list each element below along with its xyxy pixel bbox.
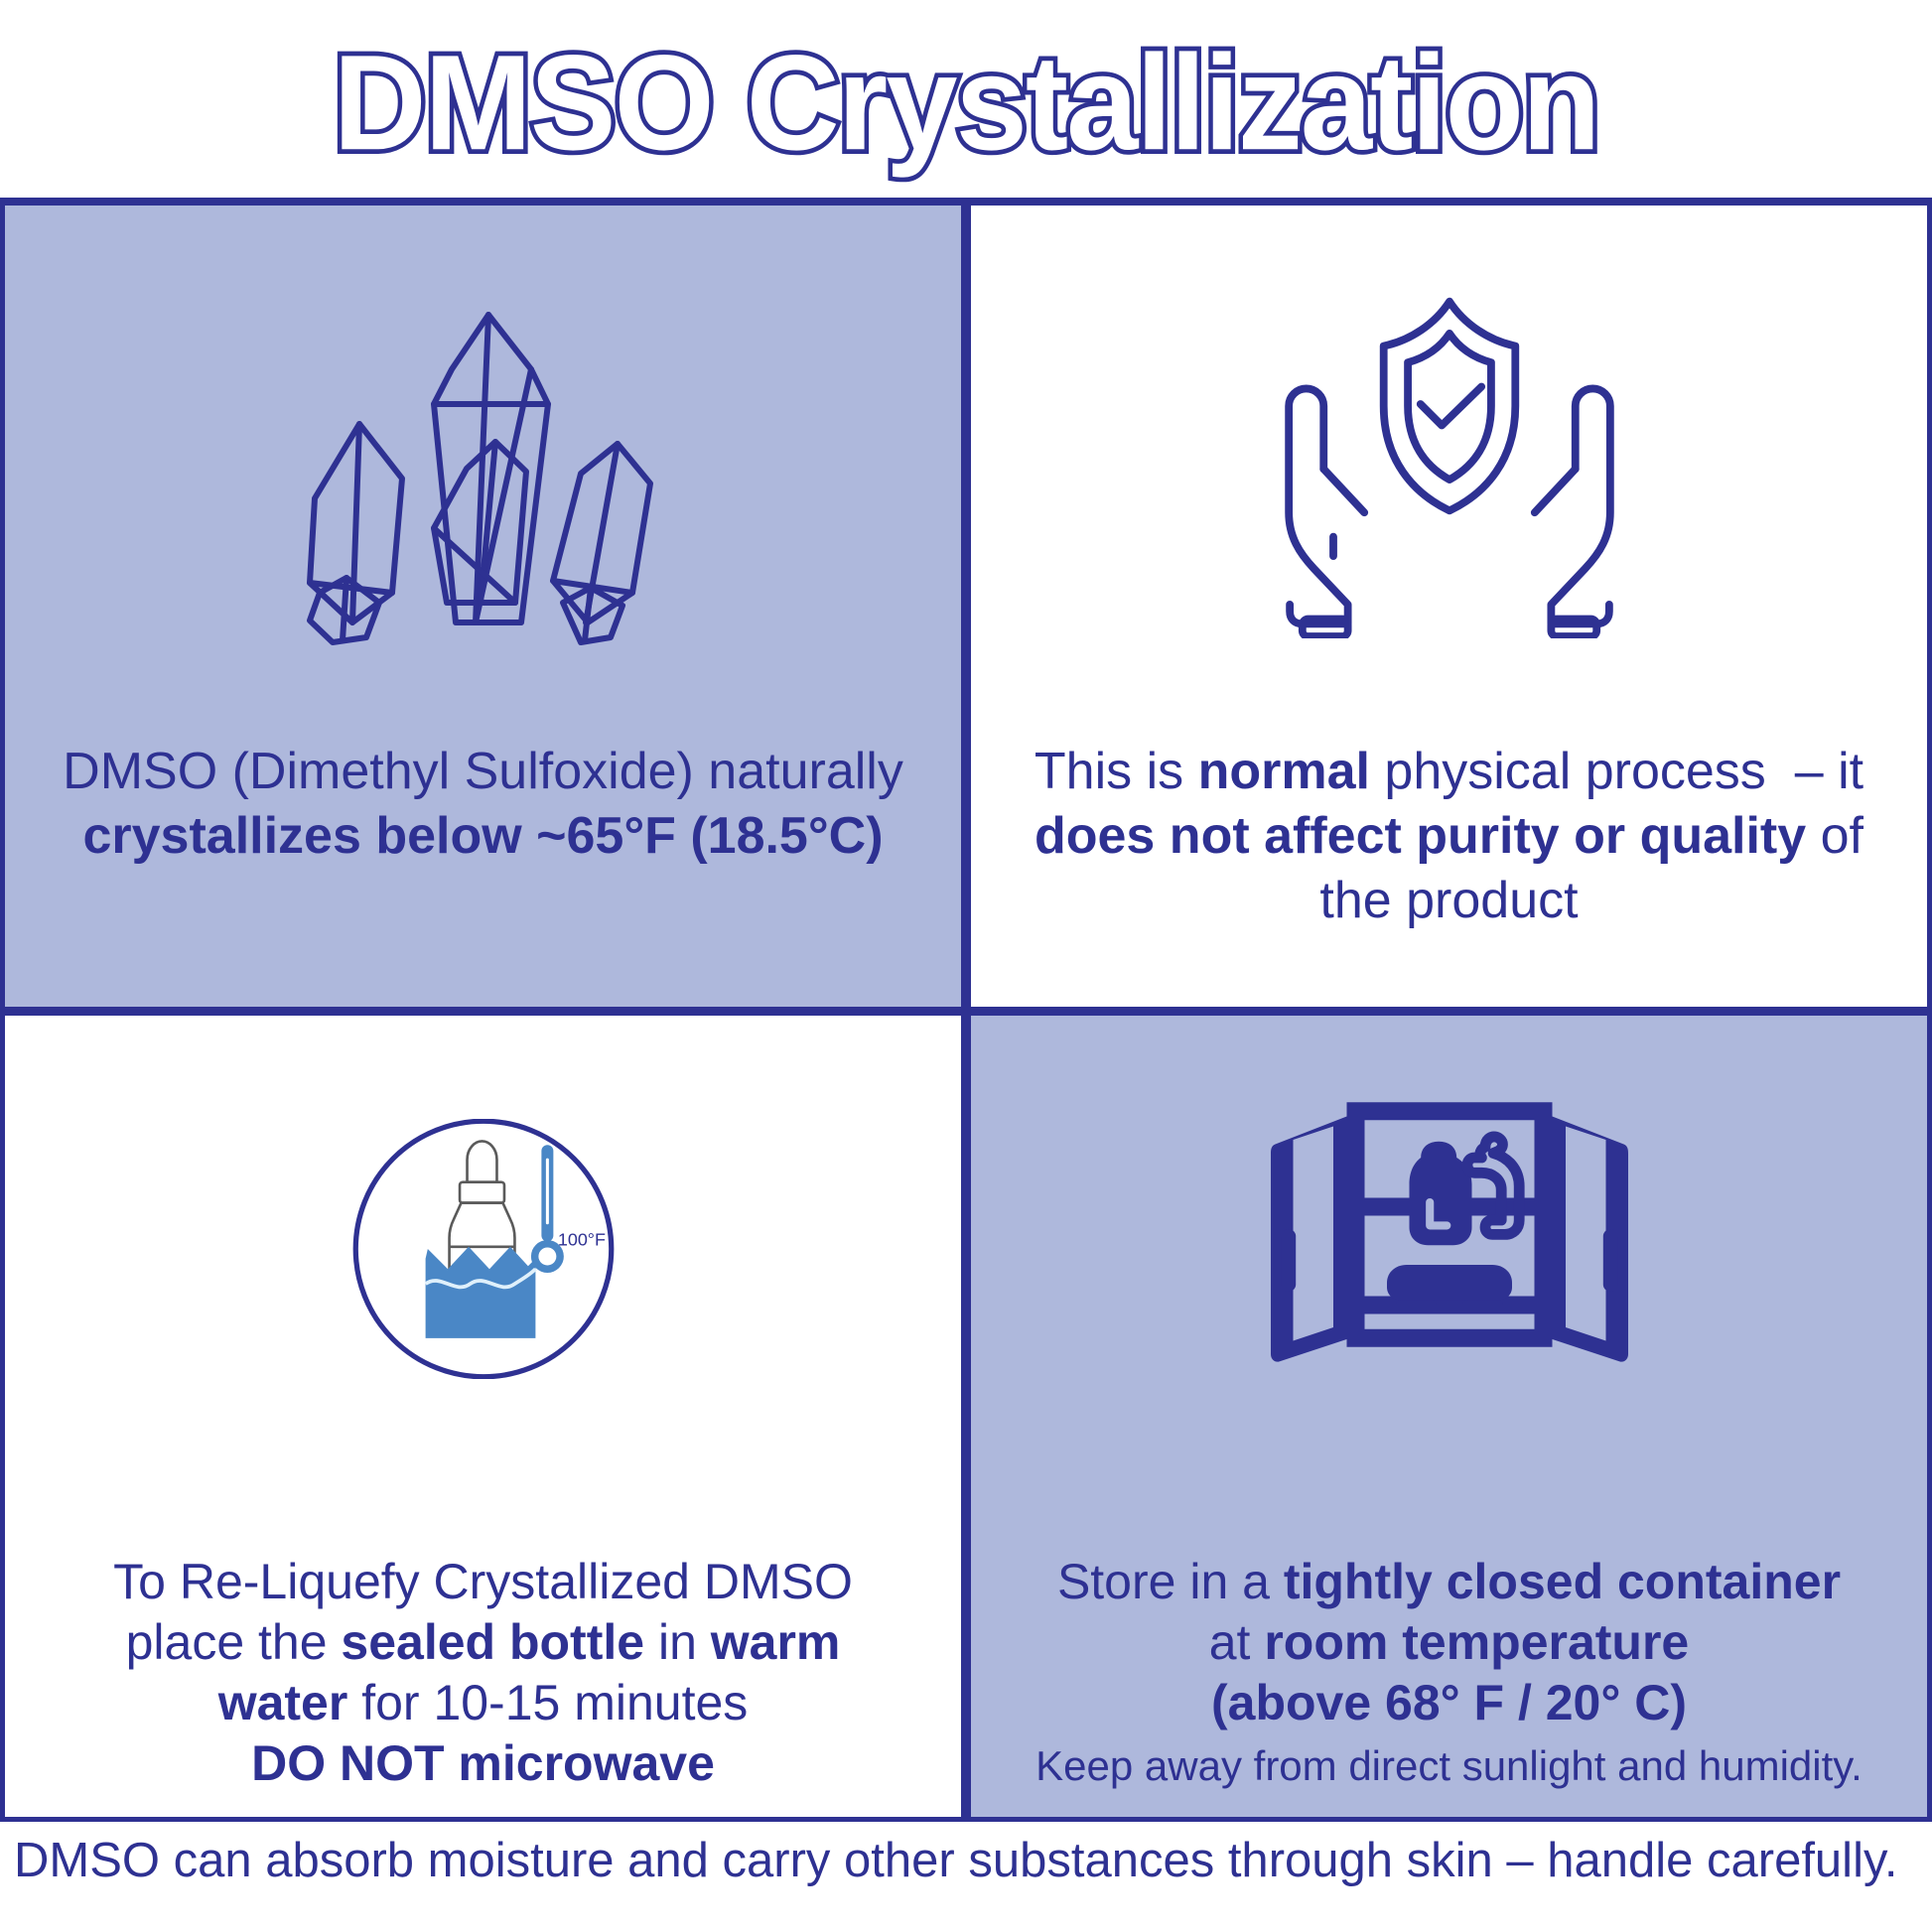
svg-text:100°F: 100°F — [557, 1229, 605, 1249]
